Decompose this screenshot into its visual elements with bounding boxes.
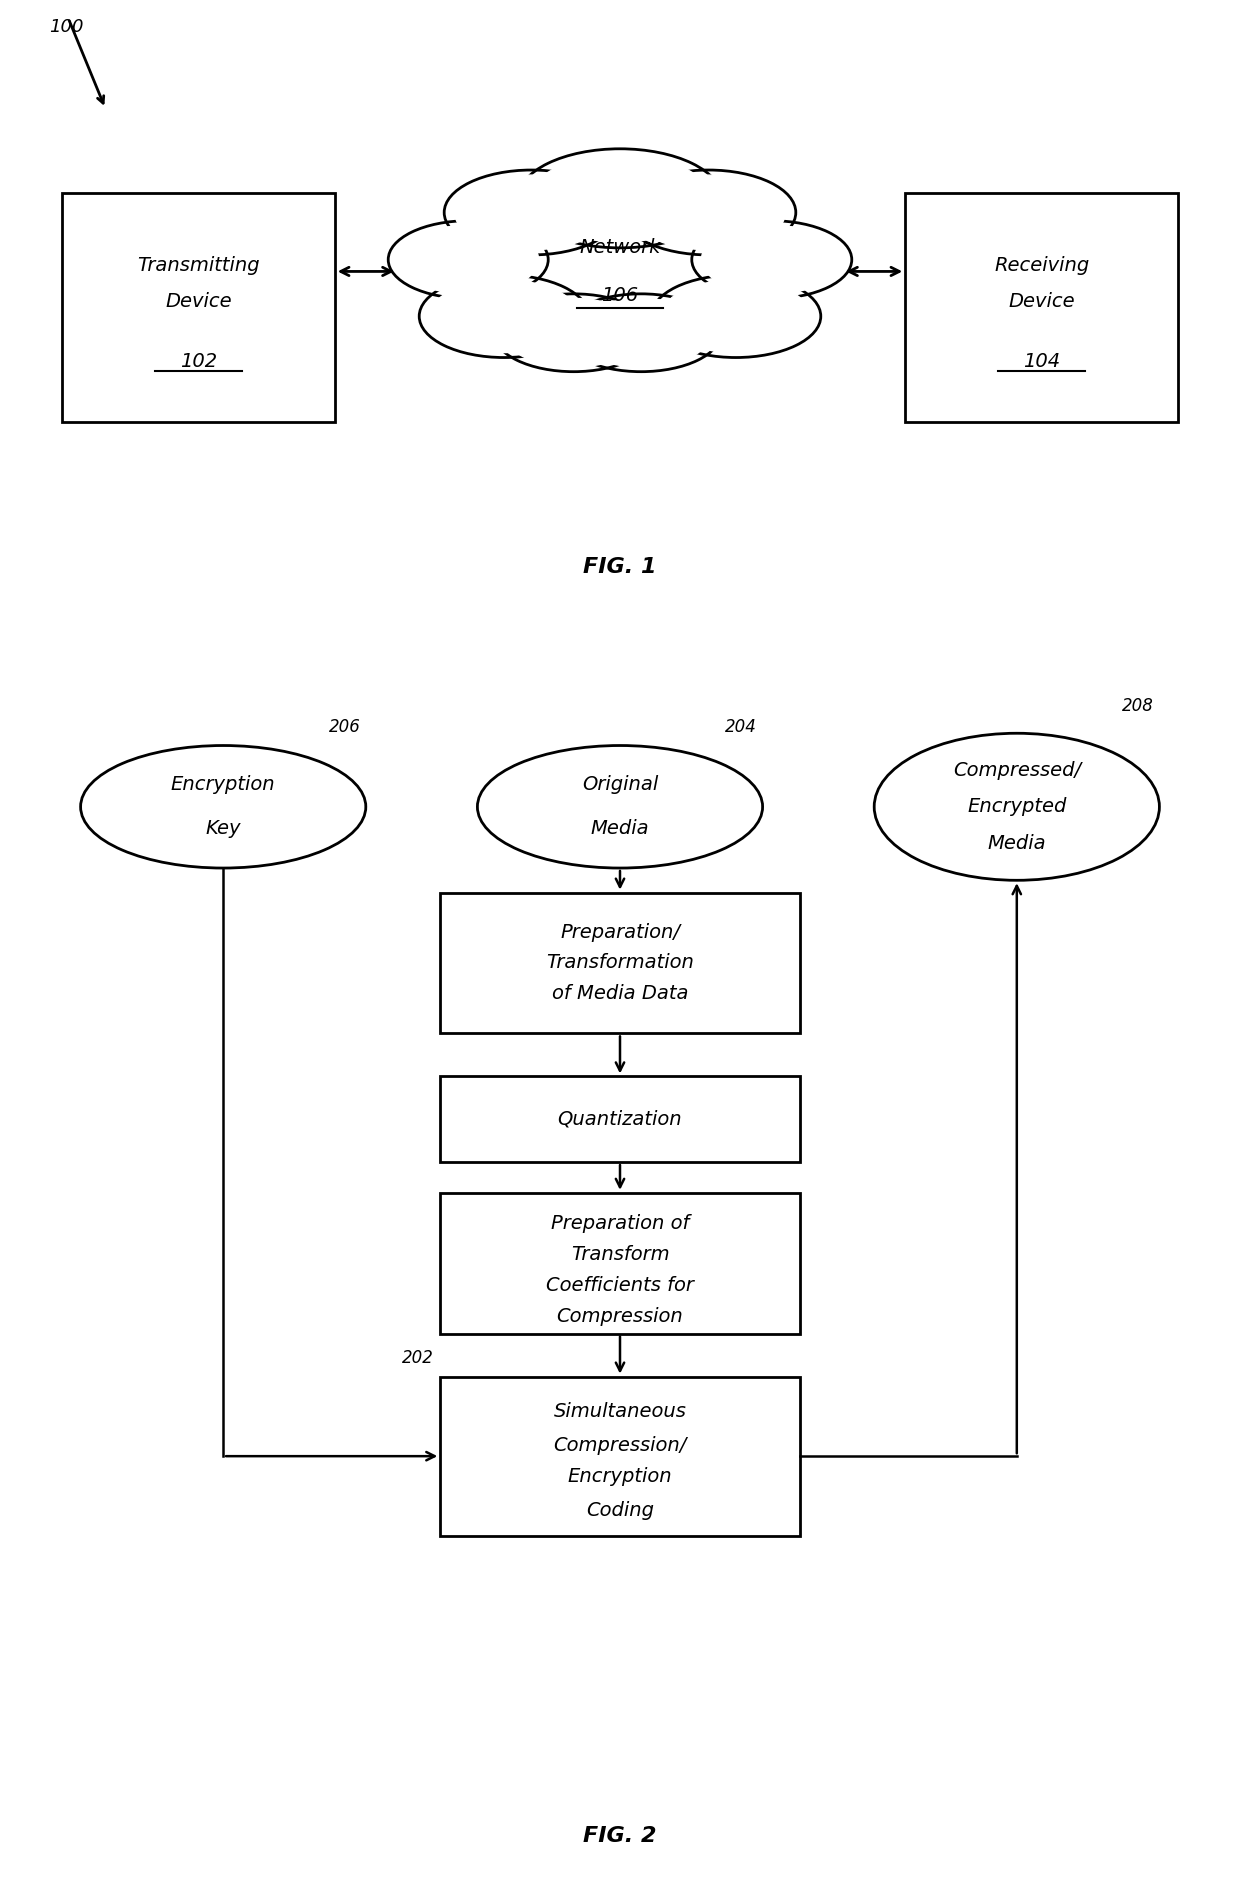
Text: 202: 202	[402, 1350, 434, 1367]
Circle shape	[631, 175, 785, 251]
Text: Media: Media	[987, 833, 1047, 854]
Circle shape	[621, 170, 796, 254]
Text: Device: Device	[165, 292, 232, 311]
Text: 204: 204	[725, 718, 758, 735]
Text: Transform: Transform	[570, 1246, 670, 1265]
Text: Transmitting: Transmitting	[138, 256, 259, 275]
FancyBboxPatch shape	[62, 192, 335, 422]
Text: 206: 206	[329, 718, 361, 735]
Circle shape	[570, 298, 712, 368]
Text: Transformation: Transformation	[546, 954, 694, 973]
Text: 102: 102	[180, 352, 217, 371]
Circle shape	[455, 175, 609, 251]
Circle shape	[444, 170, 619, 254]
Circle shape	[494, 294, 653, 371]
Text: Device: Device	[1008, 292, 1075, 311]
Text: Encryption: Encryption	[568, 1467, 672, 1487]
Ellipse shape	[81, 745, 366, 867]
Circle shape	[692, 221, 852, 298]
Circle shape	[702, 226, 842, 294]
Text: Encrypted: Encrypted	[967, 797, 1066, 816]
Text: Receiving: Receiving	[994, 256, 1089, 275]
Circle shape	[518, 149, 722, 247]
Circle shape	[419, 275, 589, 358]
Text: 100: 100	[50, 19, 84, 36]
Text: Encryption: Encryption	[171, 775, 275, 794]
Text: of Media Data: of Media Data	[552, 984, 688, 1003]
FancyBboxPatch shape	[440, 893, 800, 1033]
Text: 106: 106	[601, 287, 639, 305]
Text: 208: 208	[1122, 697, 1154, 714]
Text: Network: Network	[579, 238, 661, 256]
Text: Quantization: Quantization	[558, 1110, 682, 1129]
Circle shape	[503, 298, 644, 368]
Text: 104: 104	[1023, 352, 1060, 371]
Text: Coefficients for: Coefficients for	[546, 1276, 694, 1295]
FancyBboxPatch shape	[440, 1076, 800, 1161]
FancyBboxPatch shape	[440, 1376, 800, 1536]
Text: Preparation of: Preparation of	[551, 1214, 689, 1233]
Text: Original: Original	[582, 775, 658, 794]
Circle shape	[560, 294, 722, 371]
Text: FIG. 1: FIG. 1	[583, 556, 657, 577]
Circle shape	[388, 221, 548, 298]
Circle shape	[429, 281, 579, 352]
Text: FIG. 2: FIG. 2	[583, 1827, 657, 1845]
Text: Compression/: Compression/	[553, 1436, 687, 1455]
Text: Simultaneous: Simultaneous	[553, 1402, 687, 1421]
Text: Compressed/: Compressed/	[952, 760, 1081, 780]
Circle shape	[398, 226, 538, 294]
Text: Key: Key	[206, 820, 241, 839]
Text: Coding: Coding	[587, 1500, 653, 1519]
Circle shape	[531, 155, 709, 241]
Text: Media: Media	[590, 820, 650, 839]
Text: Compression: Compression	[557, 1306, 683, 1327]
Circle shape	[661, 281, 811, 352]
FancyBboxPatch shape	[905, 192, 1178, 422]
Text: Preparation/: Preparation/	[560, 922, 680, 941]
Ellipse shape	[477, 745, 763, 867]
FancyBboxPatch shape	[440, 1193, 800, 1335]
Circle shape	[651, 275, 821, 358]
Ellipse shape	[874, 733, 1159, 880]
